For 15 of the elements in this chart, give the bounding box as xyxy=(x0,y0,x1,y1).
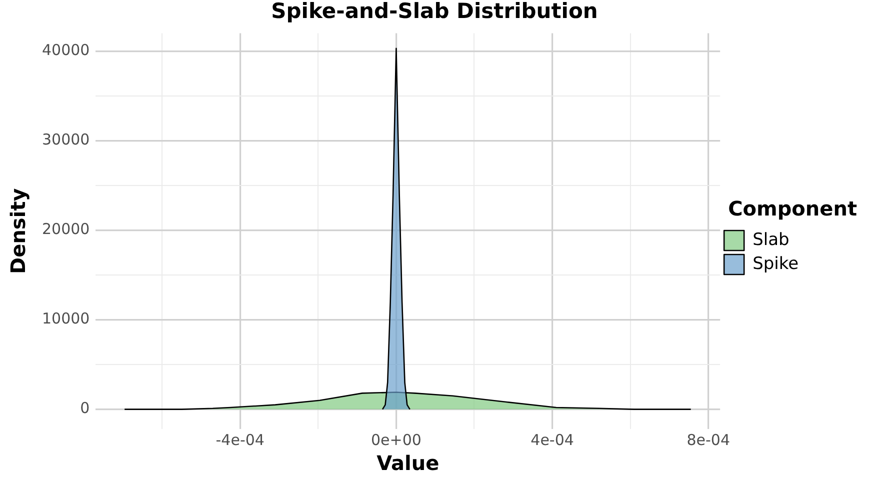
x-tick-label: -4e-04 xyxy=(216,430,264,449)
y-tick-label: 40000 xyxy=(42,41,90,59)
chart-title: Spike-and-Slab Distribution xyxy=(271,0,598,24)
legend-title: Component xyxy=(728,196,858,221)
x-tick-label: 4e-04 xyxy=(530,430,574,449)
y-tick-label: 30000 xyxy=(42,130,90,149)
x-axis-title: Value xyxy=(376,451,440,476)
x-tick-label: 8e-04 xyxy=(686,430,730,449)
y-tick-label: 10000 xyxy=(42,310,90,328)
y-axis-title: Density xyxy=(6,188,30,274)
x-tick-label: 0e+00 xyxy=(370,430,422,449)
legend-label: Spike xyxy=(752,254,799,274)
y-tick-label: 0 xyxy=(80,399,90,418)
legend-label: Slab xyxy=(752,230,790,250)
y-tick-label: 20000 xyxy=(42,220,90,238)
